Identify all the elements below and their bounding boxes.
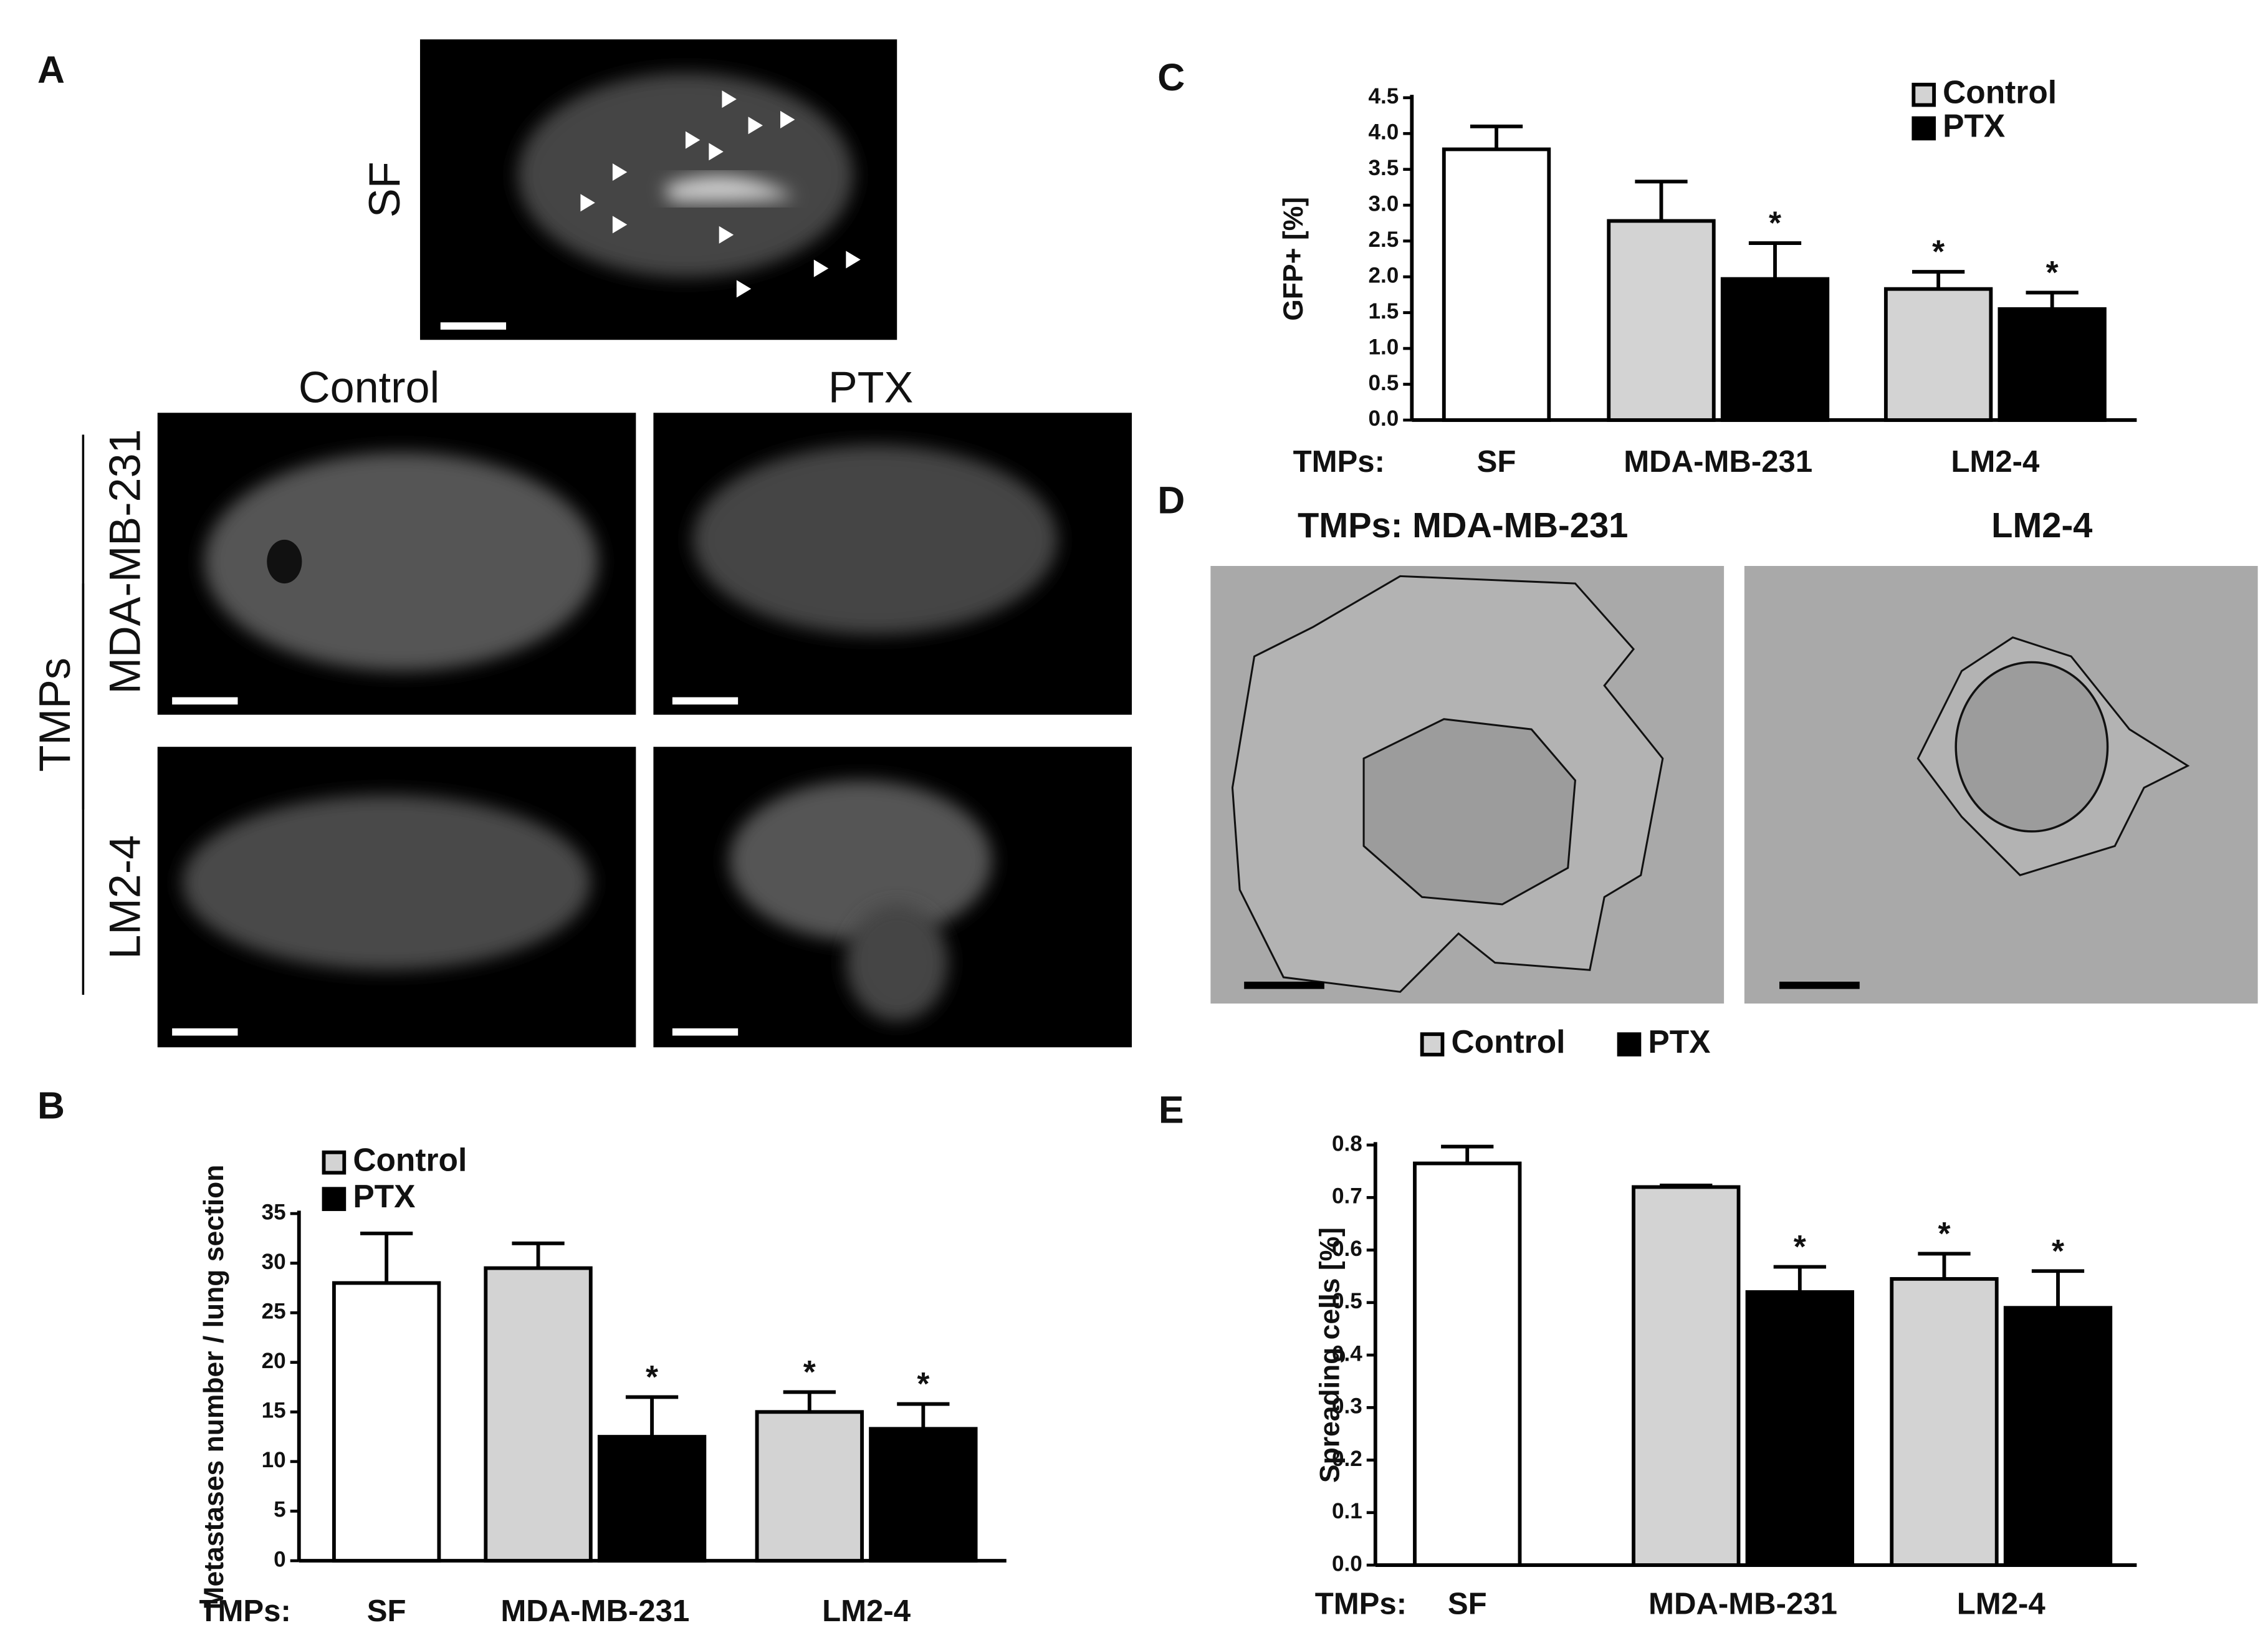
bar xyxy=(1998,307,2107,422)
bar xyxy=(1883,287,1993,422)
bar xyxy=(869,1427,978,1563)
bar xyxy=(1413,1161,1522,1567)
row-label: LM2-4 xyxy=(100,835,149,959)
x-tick-label: SF xyxy=(367,1594,406,1628)
y-tick-label: 0.0 xyxy=(1332,1551,1362,1576)
y-tick-label: 0.5 xyxy=(1332,1289,1362,1313)
group-label: TMPs xyxy=(30,658,79,772)
bar xyxy=(755,1410,864,1563)
legend-swatch xyxy=(1912,116,1936,141)
legend-swatch xyxy=(1912,82,1936,107)
significance: * xyxy=(1938,1215,1950,1252)
y-tick-label: 10 xyxy=(262,1448,286,1472)
column-label: Control xyxy=(299,363,439,412)
row-label: MDA-MB-231 xyxy=(100,429,149,694)
micrograph xyxy=(157,747,636,1048)
bar xyxy=(332,1281,441,1563)
micrograph xyxy=(157,413,636,715)
legend-label: Control xyxy=(1943,74,2057,110)
bar xyxy=(1442,147,1551,422)
panel-label: A xyxy=(37,49,65,91)
legend-swatch xyxy=(1617,1032,1642,1056)
x-tick-label: LM2-4 xyxy=(822,1594,911,1628)
bar xyxy=(1720,277,1830,422)
y-tick-label: 0.8 xyxy=(1332,1131,1362,1156)
legend-label: PTX xyxy=(1648,1023,1710,1060)
y-tick-label: 0.2 xyxy=(1332,1447,1362,1471)
panel-label: D xyxy=(1157,479,1185,521)
y-tick-label: 3.5 xyxy=(1368,156,1399,180)
y-tick-label: 25 xyxy=(262,1299,286,1323)
micrograph xyxy=(1744,565,2258,1004)
bar xyxy=(1745,1290,1854,1567)
bar xyxy=(597,1435,707,1563)
legend-label: Control xyxy=(353,1142,467,1178)
bar xyxy=(1890,1277,1999,1567)
micrograph xyxy=(1210,565,1725,1004)
legend-label: PTX xyxy=(1943,108,2005,144)
y-tick-label: 4.5 xyxy=(1368,84,1399,108)
bar xyxy=(2003,1306,2113,1567)
column-label: PTX xyxy=(828,363,914,412)
y-tick-label: 4.0 xyxy=(1368,120,1399,145)
x-axis-label: TMPs: xyxy=(1293,445,1385,479)
row-label: SF xyxy=(360,161,409,218)
x-axis-label: TMPs: xyxy=(1315,1588,1407,1621)
y-tick-label: 0.1 xyxy=(1332,1499,1362,1523)
x-tick-label: MDA-MB-231 xyxy=(1624,445,1812,479)
y-tick-label: 15 xyxy=(262,1399,286,1423)
significance: * xyxy=(917,1366,929,1402)
significance: * xyxy=(1769,205,1781,241)
panel-label: E xyxy=(1159,1089,1184,1131)
x-tick-label: LM2-4 xyxy=(1951,445,2040,479)
x-axis-label: TMPs: xyxy=(199,1594,290,1628)
bar xyxy=(1632,1185,1741,1567)
y-axis-label: GFP+ [%] xyxy=(1278,197,1309,321)
legend-swatch xyxy=(1420,1032,1445,1056)
y-tick-label: 1.5 xyxy=(1368,299,1399,323)
significance: * xyxy=(646,1359,658,1395)
y-tick-label: 1.0 xyxy=(1368,335,1399,359)
significance: * xyxy=(2046,254,2059,290)
y-tick-label: 0.0 xyxy=(1368,406,1399,431)
panel-label: B xyxy=(37,1085,65,1127)
y-tick-label: 30 xyxy=(262,1250,286,1274)
y-tick-label: 0.6 xyxy=(1332,1237,1362,1261)
significance: * xyxy=(1932,234,1945,270)
y-axis-label: Spreading cells [%] xyxy=(1314,1227,1345,1483)
legend-swatch xyxy=(322,1150,347,1175)
y-tick-label: 2.0 xyxy=(1368,263,1399,287)
legend-label: Control xyxy=(1451,1023,1565,1060)
legend-swatch xyxy=(322,1187,347,1211)
panel-label: C xyxy=(1157,56,1185,98)
significance: * xyxy=(803,1354,816,1390)
x-tick-label: LM2-4 xyxy=(1957,1588,2046,1621)
y-tick-label: 5 xyxy=(274,1498,286,1522)
image-title: LM2-4 xyxy=(1991,505,2092,545)
x-tick-label: SF xyxy=(1477,445,1516,479)
y-axis-label: Metastases number / lung section xyxy=(199,1165,229,1610)
y-tick-label: 0.7 xyxy=(1332,1184,1362,1209)
y-tick-label: 0 xyxy=(274,1547,286,1571)
y-tick-label: 0.4 xyxy=(1332,1341,1362,1366)
y-tick-label: 0.3 xyxy=(1332,1394,1362,1419)
legend-label: PTX xyxy=(353,1178,415,1214)
y-tick-label: 2.5 xyxy=(1368,228,1399,252)
x-tick-label: MDA-MB-231 xyxy=(500,1594,689,1628)
bar xyxy=(484,1266,593,1563)
y-tick-label: 35 xyxy=(262,1200,286,1224)
y-tick-label: 0.5 xyxy=(1368,371,1399,395)
x-tick-label: SF xyxy=(1448,1588,1487,1621)
y-tick-label: 20 xyxy=(262,1349,286,1373)
image-title: TMPs: MDA-MB-231 xyxy=(1298,505,1628,545)
micrograph xyxy=(653,747,1132,1048)
bar xyxy=(1607,219,1716,422)
x-tick-label: MDA-MB-231 xyxy=(1648,1588,1837,1621)
significance: * xyxy=(1794,1229,1806,1265)
micrograph xyxy=(419,39,897,340)
micrograph xyxy=(653,413,1132,715)
significance: * xyxy=(2052,1233,2064,1269)
y-tick-label: 3.0 xyxy=(1368,191,1399,216)
